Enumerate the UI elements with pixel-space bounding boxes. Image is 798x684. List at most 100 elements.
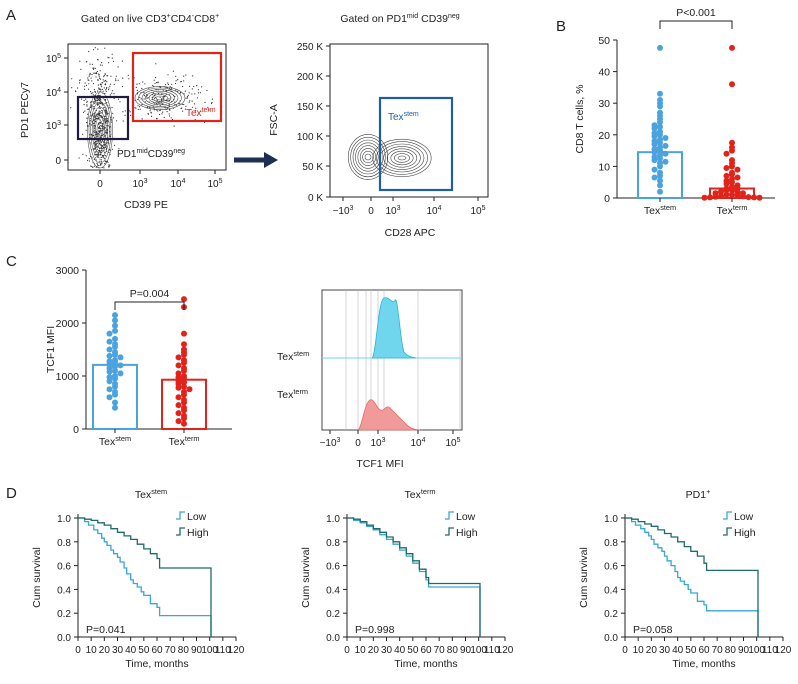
data-point bbox=[651, 157, 658, 164]
y-tick-label: 0.0 bbox=[57, 633, 71, 644]
event-dot bbox=[88, 75, 90, 77]
data-point bbox=[106, 338, 113, 345]
event-dot bbox=[164, 96, 166, 98]
event-dot bbox=[88, 88, 90, 90]
event-dot bbox=[196, 97, 199, 99]
event-dot bbox=[188, 101, 190, 103]
legend-label: High bbox=[456, 527, 478, 539]
data-points bbox=[701, 44, 763, 201]
x-axis-label: CD28 APC bbox=[385, 227, 436, 239]
label-base: 0 bbox=[55, 156, 61, 167]
event-dot bbox=[101, 115, 103, 117]
event-dot bbox=[151, 99, 153, 101]
event-dot bbox=[159, 109, 161, 112]
data-point bbox=[729, 171, 735, 178]
histogram-term bbox=[357, 399, 421, 431]
event-dot bbox=[78, 82, 81, 84]
event-dot bbox=[189, 85, 191, 87]
event-dot bbox=[83, 88, 86, 90]
event-dot bbox=[101, 130, 103, 132]
x-tick-label: 90 bbox=[738, 645, 750, 656]
label-sup: stem bbox=[293, 349, 309, 358]
event-dot bbox=[208, 109, 210, 111]
data-points bbox=[651, 44, 669, 195]
x-tick-label: 10 bbox=[633, 645, 645, 656]
data-point bbox=[181, 330, 187, 337]
event-dot bbox=[137, 98, 139, 101]
data-point bbox=[723, 172, 730, 179]
label-sup: term bbox=[185, 434, 200, 443]
event-dot bbox=[100, 154, 102, 156]
event-dot bbox=[197, 89, 199, 91]
data-point bbox=[718, 188, 724, 195]
event-dot bbox=[167, 74, 169, 76]
event-dot bbox=[90, 124, 92, 126]
event-dot bbox=[122, 111, 124, 113]
event-dot bbox=[85, 98, 87, 100]
event-dot bbox=[93, 148, 95, 150]
contour-line bbox=[152, 94, 168, 102]
event-dot bbox=[106, 121, 108, 123]
x-tick-label: 103 bbox=[370, 437, 385, 449]
contours bbox=[347, 134, 432, 180]
event-dot bbox=[99, 64, 101, 66]
y-tick-label: 0.6 bbox=[326, 562, 340, 573]
event-dot bbox=[106, 87, 108, 89]
data-point bbox=[734, 166, 741, 173]
event-dot bbox=[155, 63, 157, 65]
legend-label: High bbox=[187, 527, 209, 539]
event-dot bbox=[71, 87, 73, 89]
event-dot bbox=[144, 83, 146, 85]
event-dot bbox=[137, 108, 139, 110]
y-tick-label: 1.0 bbox=[604, 514, 618, 525]
data-point bbox=[657, 103, 663, 110]
y-tick-label: 200 K bbox=[297, 72, 323, 83]
x-tick-label: Texstem bbox=[99, 434, 131, 448]
y-axis-label: Cum survival bbox=[578, 547, 590, 608]
event-dot bbox=[106, 132, 108, 134]
event-dot bbox=[95, 150, 97, 152]
x-tick-label: 70 bbox=[712, 645, 724, 656]
event-dot bbox=[84, 110, 86, 112]
event-dot bbox=[86, 122, 88, 124]
event-dot bbox=[163, 116, 165, 119]
event-dot bbox=[98, 76, 100, 78]
event-dot bbox=[86, 100, 88, 102]
event-dot bbox=[146, 97, 148, 99]
event-dot bbox=[92, 67, 94, 69]
data-point bbox=[651, 166, 658, 173]
event-dot bbox=[100, 134, 102, 136]
event-dot bbox=[137, 105, 139, 107]
x-tick-label: 104 bbox=[170, 178, 185, 190]
x-tick-label: 60 bbox=[420, 645, 432, 656]
data-point bbox=[740, 193, 746, 200]
event-dot bbox=[94, 121, 97, 123]
event-dot bbox=[194, 119, 196, 121]
event-dot bbox=[94, 143, 96, 145]
label-base: 10 bbox=[385, 206, 397, 217]
event-dot bbox=[96, 70, 98, 73]
label-base: 10 bbox=[426, 206, 438, 217]
event-dot bbox=[155, 103, 157, 105]
x-tick-label: 40 bbox=[672, 645, 684, 656]
event-dot bbox=[104, 102, 106, 104]
contour-line bbox=[95, 116, 105, 144]
event-dot bbox=[149, 110, 151, 112]
data-point bbox=[745, 194, 752, 201]
event-dot bbox=[85, 129, 87, 131]
label-sup: term bbox=[421, 487, 436, 496]
gate-pd1mid bbox=[76, 95, 130, 141]
data-point bbox=[181, 296, 187, 303]
label-base: 10 bbox=[410, 438, 422, 449]
event-dot bbox=[99, 151, 102, 153]
label-sup: 3 bbox=[144, 178, 148, 185]
event-dot bbox=[186, 96, 189, 98]
event-dot bbox=[183, 75, 185, 77]
event-dot bbox=[138, 83, 140, 85]
data-point bbox=[117, 354, 124, 361]
data-point bbox=[657, 163, 663, 170]
event-dot bbox=[98, 93, 100, 95]
event-dot bbox=[111, 92, 113, 94]
contour-line bbox=[394, 153, 410, 163]
